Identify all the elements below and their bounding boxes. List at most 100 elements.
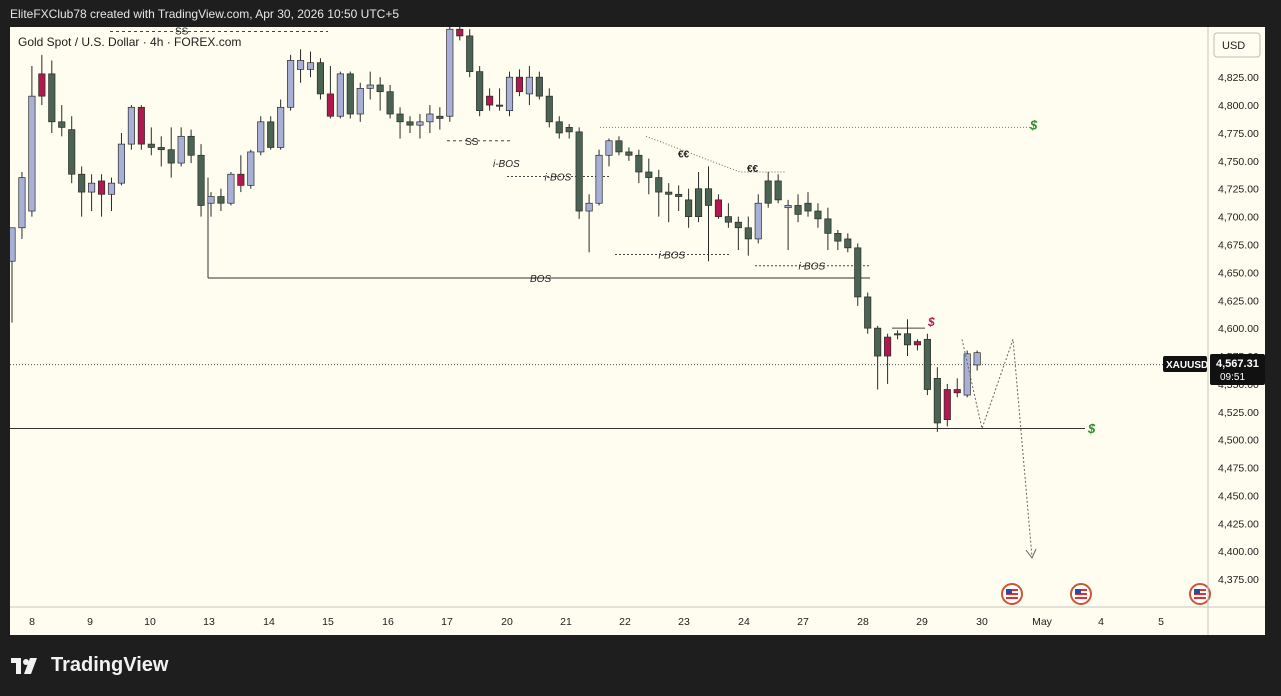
candle-body[interactable] (18, 177, 26, 229)
candle-body[interactable] (923, 338, 931, 390)
candle-body[interactable] (913, 341, 922, 346)
candle-body[interactable] (187, 135, 195, 156)
candle-body[interactable] (396, 113, 404, 123)
candle-body[interactable] (217, 196, 225, 204)
candle-body[interactable] (515, 76, 524, 93)
candle-body[interactable] (137, 106, 145, 145)
candle-body[interactable] (247, 151, 255, 186)
candle-body[interactable] (764, 180, 772, 204)
candle-body[interactable] (88, 182, 96, 193)
candle-body[interactable] (685, 199, 693, 217)
us-flag-icon[interactable] (1001, 583, 1023, 605)
candle-body[interactable] (963, 353, 971, 396)
candle-body[interactable] (496, 104, 504, 107)
candle-body[interactable] (466, 35, 474, 72)
candle-body[interactable] (943, 389, 951, 420)
candle-body[interactable] (267, 121, 275, 148)
candle-body[interactable] (774, 180, 782, 201)
candle-body[interactable] (814, 210, 822, 220)
candle-body[interactable] (973, 352, 981, 366)
candle-body[interactable] (416, 121, 424, 126)
candle-body[interactable] (147, 143, 155, 148)
us-flag-icon[interactable] (1070, 583, 1092, 605)
candle-body[interactable] (615, 140, 623, 153)
candle-body[interactable] (704, 188, 713, 206)
tradingview-footer[interactable]: TradingView (11, 654, 168, 677)
candle-body[interactable] (78, 173, 86, 193)
us-flag-icon[interactable] (1189, 583, 1211, 605)
chart-frame[interactable]: BOS i-BOS i-BOS i-BOS i-BOS SS SS €€ €€ $ $ $ 4,375… (8, 26, 1265, 635)
candle-body[interactable] (406, 121, 414, 126)
candle-body[interactable] (714, 199, 723, 217)
candle-body[interactable] (366, 84, 374, 89)
candle-body[interactable] (744, 227, 752, 240)
candle-body[interactable] (884, 336, 892, 357)
candle-body[interactable] (227, 173, 235, 204)
candle-body[interactable] (655, 177, 663, 193)
candle-body[interactable] (107, 182, 116, 195)
candle-body[interactable] (605, 140, 613, 156)
candle-body[interactable] (446, 28, 454, 117)
candle-body[interactable] (585, 202, 593, 212)
candle-body[interactable] (277, 106, 285, 148)
candle-body[interactable] (575, 131, 583, 212)
candle-body[interactable] (486, 95, 494, 106)
candle-body[interactable] (525, 76, 533, 95)
candle-body[interactable] (665, 191, 673, 195)
candle-body[interactable] (794, 205, 802, 215)
candle-body[interactable] (346, 73, 354, 115)
candle-body[interactable] (734, 221, 742, 229)
candle-body[interactable] (933, 377, 941, 424)
candle-body[interactable] (635, 154, 643, 173)
candle-body[interactable] (97, 180, 106, 195)
candle-body[interactable] (893, 333, 902, 336)
candle-body[interactable] (645, 171, 653, 178)
candle-body[interactable] (456, 28, 464, 37)
candle-body[interactable] (177, 135, 185, 164)
candle-body[interactable] (595, 154, 603, 204)
candle-body[interactable] (157, 147, 165, 151)
candle-body[interactable] (257, 121, 265, 153)
candle-body[interactable] (625, 151, 633, 156)
candle-body[interactable] (28, 95, 36, 212)
candle-body[interactable] (8, 227, 16, 262)
candlestick-chart[interactable]: BOS i-BOS i-BOS i-BOS i-BOS SS SS €€ €€ $ $ $ 4,375… (8, 26, 1265, 635)
candle-body[interactable] (68, 129, 76, 175)
candle-body[interactable] (903, 333, 912, 346)
candle-body[interactable] (724, 216, 732, 223)
candle-body[interactable] (376, 84, 384, 93)
candle-body[interactable] (48, 73, 56, 123)
candle-body[interactable] (237, 173, 245, 186)
candle-body[interactable] (38, 73, 46, 97)
candle-body[interactable] (306, 62, 315, 70)
candle-body[interactable] (854, 247, 862, 298)
candle-body[interactable] (864, 296, 872, 329)
candle-body[interactable] (336, 73, 344, 117)
candle-body[interactable] (545, 95, 553, 123)
candle-body[interactable] (326, 93, 334, 117)
candle-body[interactable] (386, 91, 394, 115)
candle-body[interactable] (505, 76, 514, 112)
candle-body[interactable] (834, 232, 842, 242)
candle-body[interactable] (58, 121, 66, 128)
candle-body[interactable] (197, 154, 205, 206)
candle-body[interactable] (694, 188, 703, 217)
candle-body[interactable] (167, 149, 175, 164)
candle-body[interactable] (436, 115, 444, 119)
candle-body[interactable] (426, 113, 434, 123)
candle-body[interactable] (675, 193, 683, 197)
candle-body[interactable] (804, 202, 812, 212)
candle-body[interactable] (784, 205, 792, 209)
candle-body[interactable] (555, 121, 563, 134)
candle-body[interactable] (356, 87, 364, 115)
candle-body[interactable] (207, 196, 215, 204)
candle-body[interactable] (824, 218, 832, 234)
currency-box[interactable] (1213, 32, 1261, 58)
candle-body[interactable] (127, 106, 135, 145)
candle-body[interactable] (535, 76, 543, 97)
candle-body[interactable] (287, 60, 295, 108)
candle-body[interactable] (476, 71, 484, 112)
candle-body[interactable] (844, 238, 852, 249)
candle-body[interactable] (874, 327, 882, 357)
candle-body[interactable] (953, 389, 961, 394)
